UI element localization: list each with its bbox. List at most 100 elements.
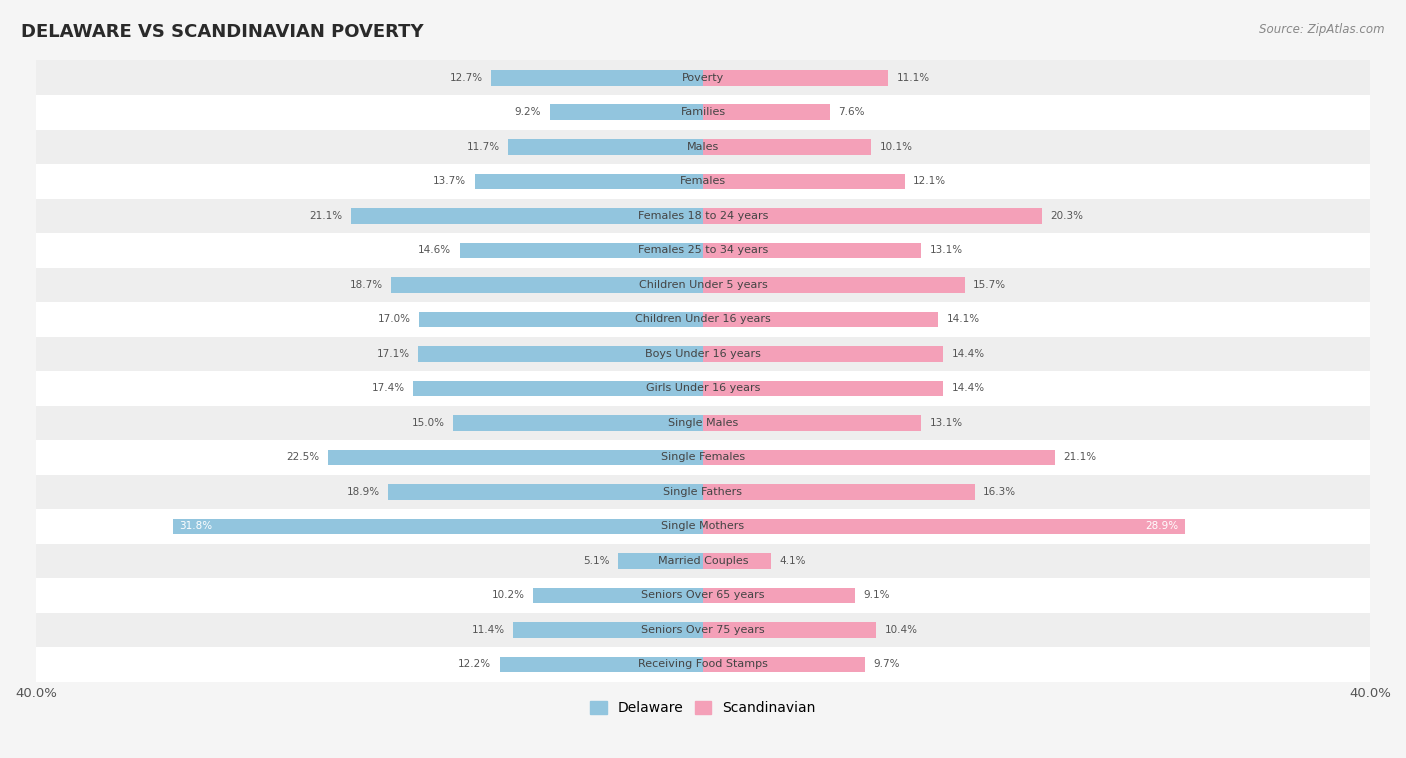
Text: Seniors Over 65 years: Seniors Over 65 years	[641, 590, 765, 600]
Bar	[37, 543, 1369, 578]
Text: Single Mothers: Single Mothers	[661, 522, 745, 531]
Text: 15.0%: 15.0%	[412, 418, 444, 428]
Text: 9.7%: 9.7%	[873, 659, 900, 669]
Bar	[37, 578, 1369, 612]
Text: 22.5%: 22.5%	[287, 453, 319, 462]
Bar	[703, 415, 921, 431]
Bar	[413, 381, 703, 396]
Text: 17.4%: 17.4%	[371, 384, 405, 393]
Bar	[703, 622, 876, 637]
Bar	[352, 208, 703, 224]
Bar	[703, 484, 974, 500]
Text: 12.1%: 12.1%	[912, 177, 946, 186]
Bar	[703, 656, 865, 672]
Bar	[37, 371, 1369, 406]
Text: 10.2%: 10.2%	[492, 590, 524, 600]
Text: 17.1%: 17.1%	[377, 349, 409, 359]
Text: Females: Females	[681, 177, 725, 186]
Text: Children Under 16 years: Children Under 16 years	[636, 315, 770, 324]
Text: 12.2%: 12.2%	[458, 659, 491, 669]
Bar	[37, 268, 1369, 302]
Bar	[460, 243, 703, 258]
Text: 13.1%: 13.1%	[929, 246, 963, 255]
Text: 14.6%: 14.6%	[418, 246, 451, 255]
Text: 15.7%: 15.7%	[973, 280, 1007, 290]
Bar	[37, 440, 1369, 475]
Text: 31.8%: 31.8%	[180, 522, 212, 531]
Text: Single Males: Single Males	[668, 418, 738, 428]
Bar	[703, 449, 1054, 465]
Text: Single Females: Single Females	[661, 453, 745, 462]
Bar	[703, 346, 943, 362]
Legend: Delaware, Scandinavian: Delaware, Scandinavian	[591, 701, 815, 715]
Bar	[703, 381, 943, 396]
Bar	[37, 337, 1369, 371]
Bar	[37, 130, 1369, 164]
Text: 7.6%: 7.6%	[838, 107, 865, 117]
Text: 13.1%: 13.1%	[929, 418, 963, 428]
Bar	[37, 164, 1369, 199]
Bar	[37, 61, 1369, 95]
Text: Poverty: Poverty	[682, 73, 724, 83]
Bar	[703, 312, 938, 327]
Text: 5.1%: 5.1%	[583, 556, 610, 566]
Text: Married Couples: Married Couples	[658, 556, 748, 566]
Bar	[508, 139, 703, 155]
Bar	[703, 70, 889, 86]
Text: 21.1%: 21.1%	[309, 211, 343, 221]
Bar	[513, 622, 703, 637]
Bar	[703, 553, 772, 568]
Text: 9.2%: 9.2%	[515, 107, 541, 117]
Bar	[391, 277, 703, 293]
Bar	[37, 302, 1369, 337]
Text: 14.1%: 14.1%	[946, 315, 980, 324]
Text: Females 18 to 24 years: Females 18 to 24 years	[638, 211, 768, 221]
Text: Receiving Food Stamps: Receiving Food Stamps	[638, 659, 768, 669]
Bar	[499, 656, 703, 672]
Text: Boys Under 16 years: Boys Under 16 years	[645, 349, 761, 359]
Text: 11.1%: 11.1%	[897, 73, 929, 83]
Bar	[37, 509, 1369, 543]
Bar	[37, 647, 1369, 681]
Bar	[37, 233, 1369, 268]
Text: 13.7%: 13.7%	[433, 177, 467, 186]
Text: 10.1%: 10.1%	[880, 142, 912, 152]
Text: 10.4%: 10.4%	[884, 625, 918, 635]
Bar	[37, 406, 1369, 440]
Bar	[619, 553, 703, 568]
Bar	[419, 312, 703, 327]
Text: 14.4%: 14.4%	[952, 349, 984, 359]
Bar	[533, 587, 703, 603]
Bar	[328, 449, 703, 465]
Bar	[491, 70, 703, 86]
Bar	[703, 518, 1185, 534]
Text: 20.3%: 20.3%	[1050, 211, 1083, 221]
Text: 4.1%: 4.1%	[780, 556, 806, 566]
Bar	[37, 612, 1369, 647]
Text: 18.9%: 18.9%	[346, 487, 380, 497]
Bar	[37, 199, 1369, 233]
Text: Families: Families	[681, 107, 725, 117]
Bar	[703, 105, 830, 120]
Bar	[453, 415, 703, 431]
Text: 28.9%: 28.9%	[1144, 522, 1178, 531]
Text: Children Under 5 years: Children Under 5 years	[638, 280, 768, 290]
Bar	[37, 95, 1369, 130]
Bar	[550, 105, 703, 120]
Bar	[703, 587, 855, 603]
Text: Seniors Over 75 years: Seniors Over 75 years	[641, 625, 765, 635]
Bar	[37, 475, 1369, 509]
Text: 11.7%: 11.7%	[467, 142, 499, 152]
Bar	[703, 208, 1042, 224]
Text: 18.7%: 18.7%	[350, 280, 382, 290]
Bar	[703, 277, 965, 293]
Text: 16.3%: 16.3%	[983, 487, 1017, 497]
Text: Girls Under 16 years: Girls Under 16 years	[645, 384, 761, 393]
Text: Single Fathers: Single Fathers	[664, 487, 742, 497]
Bar	[703, 139, 872, 155]
Bar	[418, 346, 703, 362]
Bar	[388, 484, 703, 500]
Text: 17.0%: 17.0%	[378, 315, 411, 324]
Bar	[703, 174, 905, 189]
Text: 9.1%: 9.1%	[863, 590, 890, 600]
